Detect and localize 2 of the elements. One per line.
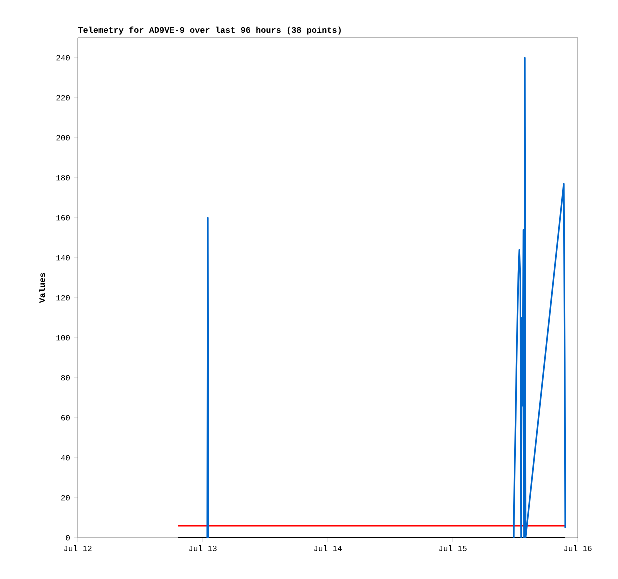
- y-axis-title: Values: [39, 273, 46, 304]
- chart-title: Telemetry for AD9VE-9 over last 96 hours (38 points): [78, 26, 341, 35]
